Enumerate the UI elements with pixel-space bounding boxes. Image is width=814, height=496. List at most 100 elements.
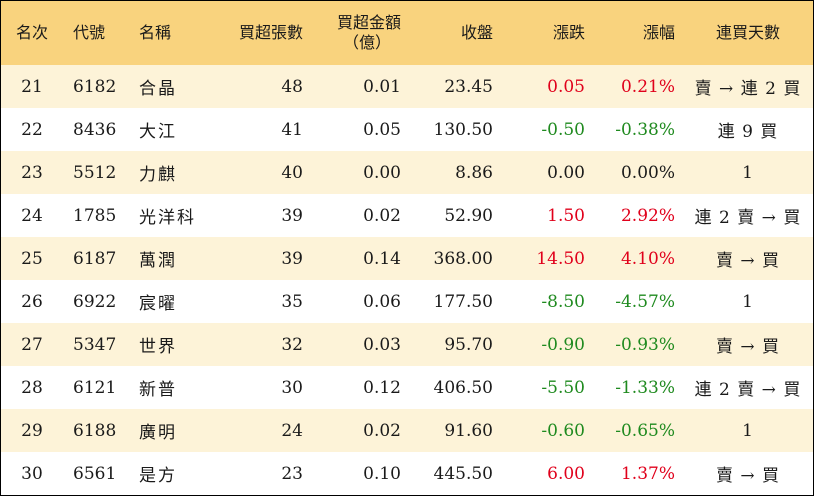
cell-name: 力麒	[139, 165, 177, 185]
cell-change: -5.50	[541, 377, 585, 398]
cell-pct: 1.37%	[620, 463, 675, 484]
cell-net-lots: 39	[281, 205, 303, 226]
cell-pct: -1.33%	[615, 377, 675, 398]
cell-streak: 賣 → 買	[715, 251, 781, 271]
cell-net-lots: 23	[281, 463, 303, 484]
cell-change: -0.60	[541, 420, 585, 441]
cell-pct: 2.92%	[620, 205, 675, 226]
cell-streak: 1	[742, 420, 754, 441]
cell-net-lots: 40	[281, 162, 303, 183]
cell-pct: -0.93%	[615, 334, 675, 355]
cell-amount: 0.02	[363, 205, 401, 226]
cell-streak: 賣 → 連 2 買	[694, 79, 802, 99]
cell-name: 新普	[139, 380, 177, 400]
cell-close: 406.50	[433, 377, 493, 398]
cell-close: 368.00	[433, 248, 493, 269]
header-name[interactable]: 名稱	[139, 23, 172, 42]
cell-name: 光洋科	[139, 208, 196, 228]
cell-close: 91.60	[444, 420, 493, 441]
cell-amount: 0.06	[363, 291, 401, 312]
cell-rank: 24	[21, 205, 43, 226]
cell-close: 130.50	[433, 119, 493, 140]
cell-code: 5347	[73, 334, 117, 355]
table-row[interactable]: 22 8436 大江 41 0.05 130.50 -0.50 -0.38% 連 9 買	[1, 108, 813, 151]
cell-change: 0.00	[547, 162, 585, 183]
cell-streak: 1	[742, 291, 754, 312]
cell-net-lots: 30	[281, 377, 303, 398]
cell-net-lots: 32	[281, 334, 303, 355]
cell-amount: 0.03	[363, 334, 401, 355]
cell-code: 6187	[73, 248, 117, 269]
cell-rank: 26	[21, 291, 43, 312]
table-row[interactable]: 29 6188 廣明 24 0.02 91.60 -0.60 -0.65% 1	[1, 409, 813, 452]
header-code[interactable]: 代號	[73, 23, 106, 42]
cell-rank: 27	[21, 334, 43, 355]
cell-change: -0.50	[541, 119, 585, 140]
header-net-lots[interactable]: 買超張數	[238, 23, 303, 42]
cell-change: -8.50	[541, 291, 585, 312]
cell-close: 8.86	[455, 162, 493, 183]
cell-rank: 21	[21, 76, 43, 97]
header-pct[interactable]: 漲幅	[642, 23, 675, 42]
cell-amount: 0.12	[363, 377, 401, 398]
table-row[interactable]: 26 6922 宸曜 35 0.06 177.50 -8.50 -4.57% 1	[1, 280, 813, 323]
cell-code: 6922	[73, 291, 117, 312]
cell-close: 445.50	[433, 463, 493, 484]
cell-amount: 0.05	[363, 119, 401, 140]
cell-change: 6.00	[547, 463, 585, 484]
cell-rank: 30	[21, 463, 43, 484]
cell-code: 6561	[73, 463, 117, 484]
cell-code: 6121	[73, 377, 117, 398]
cell-pct: -4.57%	[615, 291, 675, 312]
table-row[interactable]: 28 6121 新普 30 0.12 406.50 -5.50 -1.33% 連 2 賣 → 買	[1, 366, 813, 409]
cell-name: 合晶	[139, 79, 177, 99]
table-row[interactable]: 23 5512 力麒 40 0.00 8.86 0.00 0.00% 1	[1, 151, 813, 194]
cell-pct: -0.65%	[615, 420, 675, 441]
cell-streak: 1	[742, 162, 754, 183]
header-amount[interactable]: 買超金額 （億）	[311, 1, 409, 65]
cell-amount: 0.14	[363, 248, 401, 269]
table-header-row: 名次 代號 名稱 買超張數 買超金額 （億） 收盤 漲跌 漲幅 連買天數	[1, 1, 813, 65]
cell-rank: 22	[21, 119, 43, 140]
table-row[interactable]: 27 5347 世界 32 0.03 95.70 -0.90 -0.93% 賣 → 買	[1, 323, 813, 366]
cell-rank: 23	[21, 162, 43, 183]
table-row[interactable]: 25 6187 萬潤 39 0.14 368.00 14.50 4.10% 賣 → 買	[1, 237, 813, 280]
table-row[interactable]: 24 1785 光洋科 39 0.02 52.90 1.50 2.92% 連 2 賣 → 買	[1, 194, 813, 237]
table-row[interactable]: 21 6182 合晶 48 0.01 23.45 0.05 0.21% 賣 → 連 2 買	[1, 65, 813, 108]
header-rank[interactable]: 名次	[15, 23, 48, 42]
cell-pct: 0.00%	[620, 162, 675, 183]
cell-close: 52.90	[444, 205, 493, 226]
cell-change: 0.05	[547, 76, 585, 97]
cell-change: 1.50	[547, 205, 585, 226]
cell-net-lots: 39	[281, 248, 303, 269]
cell-code: 6182	[73, 76, 117, 97]
cell-amount: 0.10	[363, 463, 401, 484]
cell-amount: 0.02	[363, 420, 401, 441]
cell-name: 廣明	[139, 423, 177, 443]
cell-streak: 連 2 賣 → 買	[694, 380, 802, 400]
cell-name: 世界	[139, 337, 177, 357]
header-close[interactable]: 收盤	[460, 23, 493, 42]
table-row[interactable]: 30 6561 是方 23 0.10 445.50 6.00 1.37% 賣 → 買	[1, 452, 813, 495]
cell-close: 95.70	[444, 334, 493, 355]
cell-amount: 0.01	[363, 76, 401, 97]
cell-rank: 28	[21, 377, 43, 398]
cell-amount: 0.00	[363, 162, 401, 183]
cell-pct: 0.21%	[620, 76, 675, 97]
cell-close: 177.50	[433, 291, 493, 312]
cell-rank: 25	[21, 248, 43, 269]
cell-pct: -0.38%	[615, 119, 675, 140]
cell-name: 是方	[139, 466, 177, 486]
cell-net-lots: 48	[281, 76, 303, 97]
cell-net-lots: 41	[281, 119, 303, 140]
cell-code: 8436	[73, 119, 117, 140]
cell-change: 14.50	[536, 248, 585, 269]
header-streak[interactable]: 連買天數	[715, 23, 780, 42]
header-change[interactable]: 漲跌	[552, 23, 585, 42]
cell-streak: 賣 → 買	[715, 466, 781, 486]
header-amount-line1: 買超金額	[336, 13, 401, 32]
cell-name: 萬潤	[139, 251, 177, 271]
cell-pct: 4.10%	[620, 248, 675, 269]
cell-name: 大江	[139, 122, 177, 142]
